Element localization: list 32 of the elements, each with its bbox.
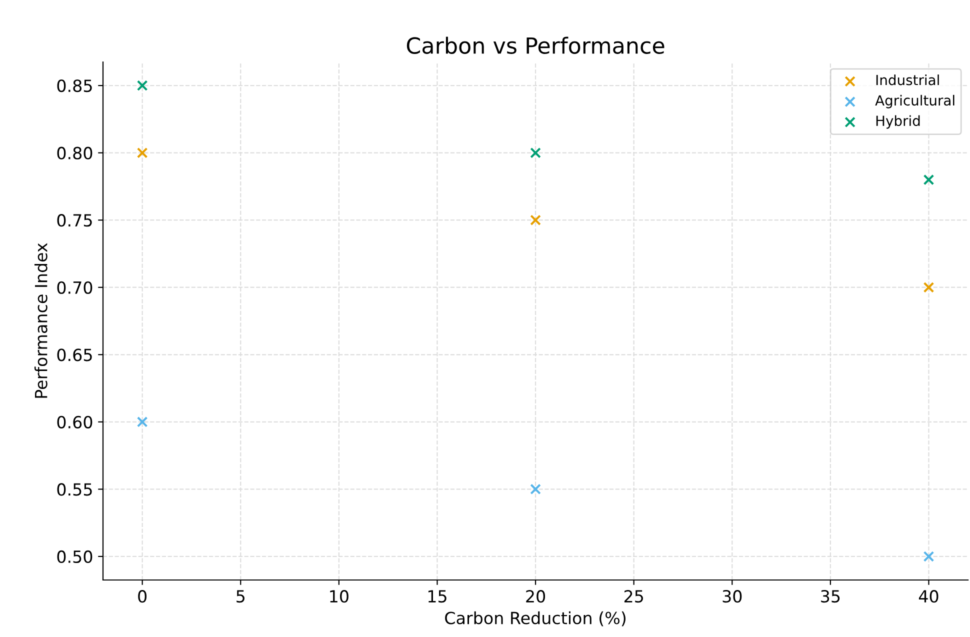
chart-title: Carbon vs Performance xyxy=(406,36,664,54)
x-tick-label: 0 xyxy=(138,590,147,603)
point xyxy=(530,484,541,495)
x-tick-label: 25 xyxy=(624,590,643,603)
x-tick-label: 40 xyxy=(918,590,938,603)
point xyxy=(136,147,148,158)
x-tick-label: 15 xyxy=(428,590,446,603)
legend-label: Agricultural xyxy=(875,94,954,108)
y-tick-label: 0.55 xyxy=(57,483,92,496)
y-tick-label: 0.70 xyxy=(57,281,92,294)
point xyxy=(530,147,541,158)
y-tick-label: 0.65 xyxy=(57,348,92,362)
x-tick-label: 35 xyxy=(821,590,840,603)
legend-label: Hybrid xyxy=(876,115,920,129)
x-tick-label: 10 xyxy=(330,590,348,603)
x-tick-label: 30 xyxy=(722,590,742,603)
legend-label: Industrial xyxy=(876,74,939,86)
x-tick-label: 20 xyxy=(526,590,546,603)
y-tick-label: 0.75 xyxy=(57,214,92,227)
point xyxy=(923,174,934,186)
y-tick-label: 0.60 xyxy=(57,416,92,428)
y-tick-label: 0.80 xyxy=(57,146,92,160)
point xyxy=(136,416,148,428)
x-tick-label: 5 xyxy=(236,590,244,603)
y-tick-label: 0.85 xyxy=(57,80,92,92)
point xyxy=(530,214,541,226)
x-axis-title: Carbon Reduction (%) xyxy=(445,611,626,626)
point xyxy=(136,80,148,91)
y-tick-label: 0.50 xyxy=(57,550,92,564)
y-axis-title: Performance Index xyxy=(34,243,48,398)
point xyxy=(923,551,934,562)
point xyxy=(923,282,934,293)
